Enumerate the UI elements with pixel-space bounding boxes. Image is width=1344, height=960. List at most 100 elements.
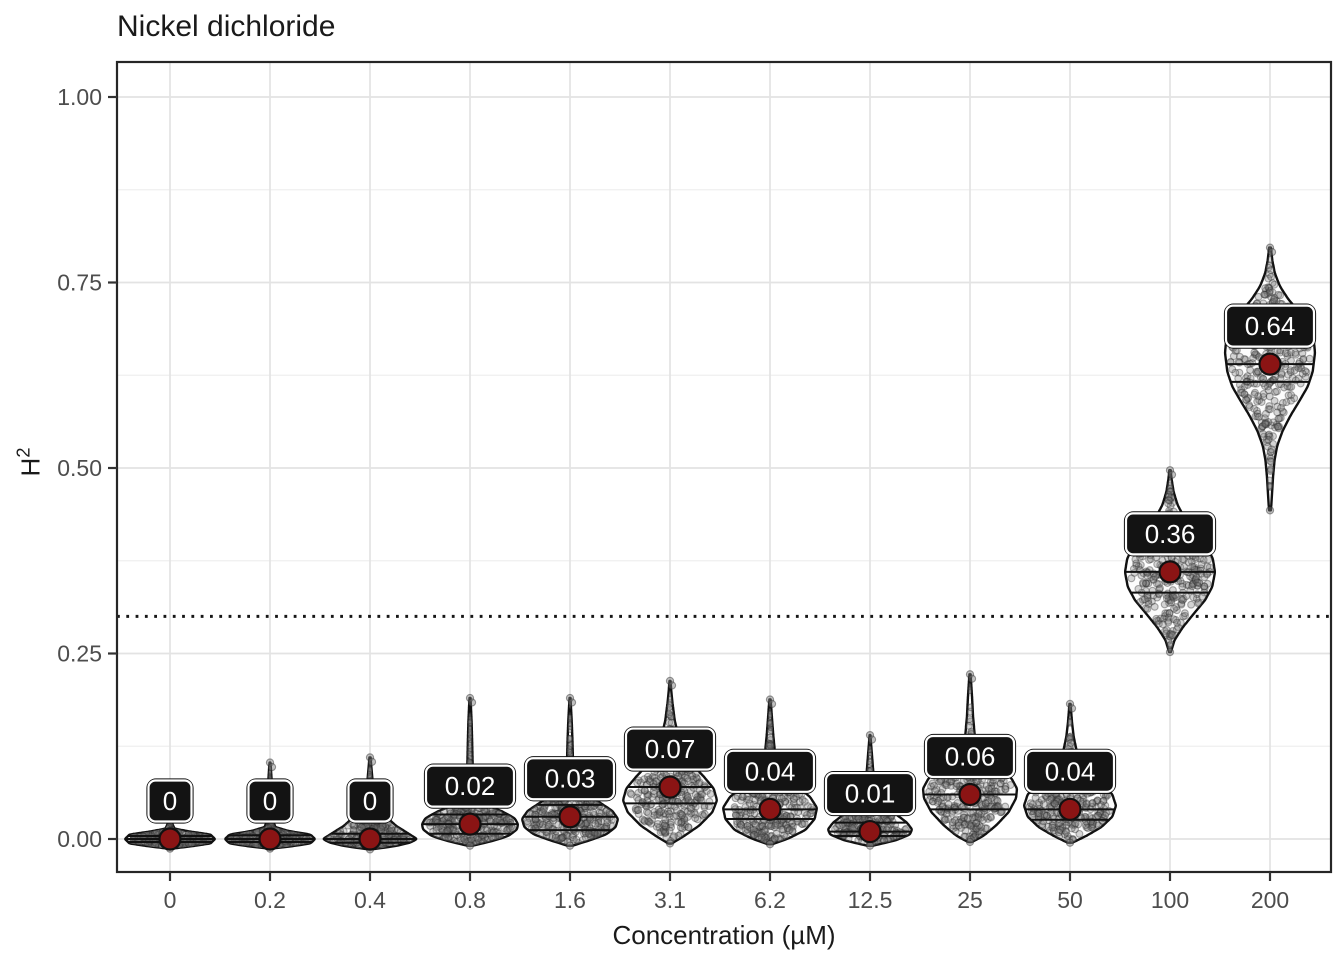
jitter-point — [764, 821, 773, 830]
jitter-point — [1291, 348, 1300, 357]
outlier-point — [1165, 647, 1175, 657]
jitter-point — [667, 823, 676, 832]
jitter-point — [781, 820, 790, 829]
jitter-point — [753, 827, 762, 836]
jitter-point — [1075, 829, 1084, 838]
jitter-point — [1154, 580, 1163, 589]
jitter-point — [1259, 393, 1268, 401]
jitter-point — [563, 837, 572, 846]
jitter-point — [1144, 597, 1153, 605]
jitter-point — [973, 822, 982, 831]
axes: 0.00 0.25 0.50 0.75 1.00 0 0.2 0.4 0.8 1.6 3.1 6.2 1… — [57, 84, 1289, 913]
jitter-point — [1184, 581, 1193, 590]
jitter-point — [772, 829, 781, 838]
jitter-point — [1166, 632, 1175, 641]
jitter-point — [1265, 270, 1274, 279]
jitter-point — [1264, 274, 1273, 283]
jitter-point — [1254, 392, 1263, 401]
jitter-point — [1165, 632, 1174, 641]
median-label-box-edge — [346, 778, 394, 824]
jitter-point — [1079, 795, 1088, 804]
violin-200: 0.64 — [1223, 243, 1317, 515]
jitter-point — [776, 821, 785, 830]
panel-border — [115, 60, 1333, 874]
jitter-point — [760, 825, 769, 834]
jitter-point — [1136, 560, 1145, 569]
jitter-point — [634, 788, 643, 797]
jitter-point — [966, 821, 975, 830]
jitter-point — [1164, 496, 1173, 505]
median-label-box-edge — [723, 748, 817, 794]
jitter-point — [1150, 602, 1159, 611]
jitter-point — [758, 822, 767, 830]
jitter-point — [1159, 614, 1168, 623]
jitter-point — [937, 799, 946, 808]
jitter-point — [997, 785, 1005, 794]
median-point — [258, 827, 282, 851]
jitter-point — [1254, 292, 1263, 301]
jitter-point — [1156, 584, 1164, 593]
jitter-point — [582, 819, 591, 828]
jitter-point — [1147, 573, 1156, 582]
jitter-point — [676, 823, 685, 832]
jitter-point — [1165, 492, 1173, 501]
jitter-point — [1193, 581, 1202, 590]
jitter-point — [596, 817, 605, 826]
outlier-point — [765, 695, 775, 704]
jitter-point — [1153, 579, 1161, 588]
jitter-point — [1082, 823, 1091, 832]
jitter-point — [1053, 795, 1062, 804]
jitter-point — [736, 819, 745, 828]
jitter-point — [643, 772, 652, 781]
jitter-point — [474, 835, 483, 844]
jitter-point — [535, 820, 544, 829]
jitter-point — [1302, 368, 1311, 377]
jitter-point — [383, 824, 391, 833]
jitter-point — [538, 817, 547, 826]
jitter-point — [1284, 391, 1293, 400]
violin-3.1: 0.07 — [622, 676, 718, 848]
jitter-point — [665, 710, 674, 719]
jitter-point — [787, 822, 796, 831]
jitter-point — [1165, 599, 1174, 607]
outlier-point — [1165, 466, 1175, 475]
jitter-point — [557, 834, 566, 843]
jitter-point — [657, 807, 665, 816]
jitter-point — [1264, 431, 1273, 440]
jitter-point — [1267, 457, 1276, 466]
jitter-point — [548, 832, 557, 841]
jitter-point — [1198, 592, 1207, 601]
median-point — [858, 819, 882, 844]
jitter-point — [1270, 396, 1279, 405]
jitter-point — [1270, 280, 1279, 289]
jitter-point — [680, 822, 689, 831]
jitter-point — [993, 797, 1002, 806]
violin-0.8: 0.02 — [421, 693, 519, 850]
jitter-point — [1035, 809, 1043, 818]
jitter-point — [1287, 396, 1295, 405]
jitter-point — [1264, 386, 1273, 395]
y-tick-label: 1.00 — [57, 84, 102, 110]
jitter-point — [774, 834, 783, 843]
jitter-point — [971, 813, 980, 822]
jitter-point — [1251, 350, 1260, 358]
jitter-point — [523, 817, 532, 826]
jitter-point — [1168, 631, 1177, 639]
jitter-point — [684, 823, 693, 832]
jitter-point — [607, 821, 615, 830]
jitter-point — [379, 823, 388, 832]
jitter-point — [780, 831, 789, 840]
outlier-point — [467, 698, 477, 707]
jitter-point — [1172, 625, 1181, 634]
median-point — [458, 812, 482, 836]
y-axis-title-base: H — [15, 457, 46, 477]
jitter-point — [1286, 368, 1295, 377]
jitter-point — [960, 820, 969, 829]
median-label-box — [1024, 749, 1116, 793]
jitter-point — [1165, 630, 1174, 639]
jitter-point — [952, 823, 961, 831]
jitter-point — [1057, 826, 1066, 835]
outlier-point — [965, 670, 975, 679]
jitter-point — [1240, 390, 1249, 399]
median-label-box — [147, 779, 193, 823]
